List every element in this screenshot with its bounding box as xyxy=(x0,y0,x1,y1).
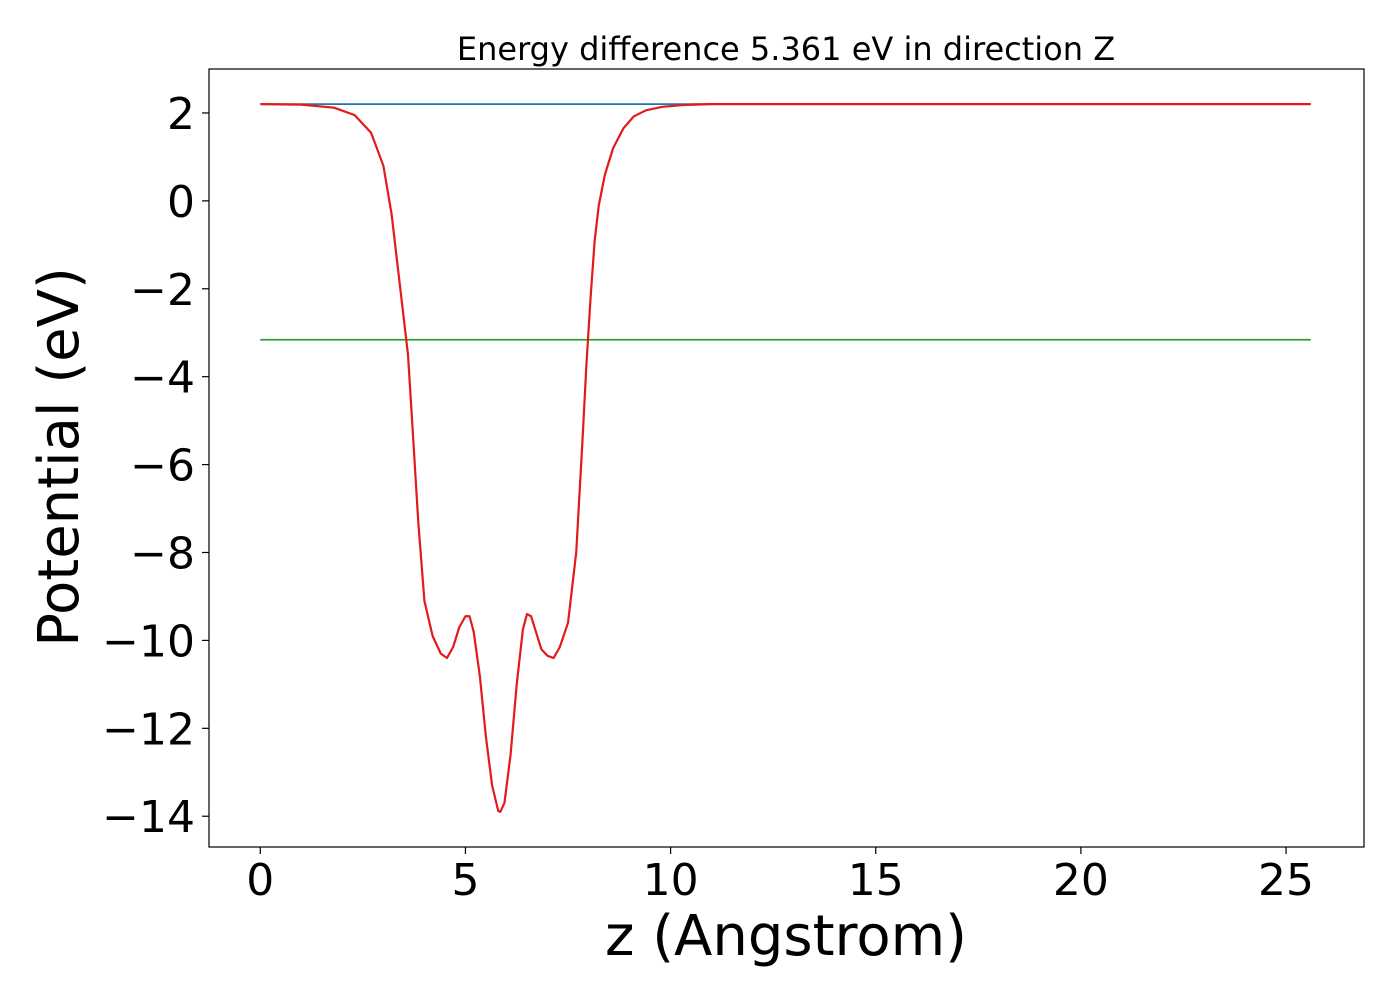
plot-series xyxy=(260,103,1311,813)
x-tick-label: 0 xyxy=(246,855,274,906)
y-tick-label: −12 xyxy=(102,704,195,755)
axes-frame xyxy=(208,68,1365,848)
series-line-3 xyxy=(260,103,1311,813)
x-tick-label: 20 xyxy=(1053,855,1109,906)
y-tick-label: −8 xyxy=(130,529,195,580)
y-axis: 2 0 −2 −4 −6 −8 −10 −12 −14 xyxy=(102,89,209,843)
x-tick-label: 25 xyxy=(1258,855,1314,906)
chart-title: Energy difference 5.361 eV in direction … xyxy=(457,30,1115,68)
y-tick-label: −4 xyxy=(130,353,195,404)
x-axis-label: z (Angstrom) xyxy=(605,904,967,969)
y-tick-label: −6 xyxy=(130,441,195,492)
y-tick-label: −14 xyxy=(102,792,195,843)
y-axis-label: Potential (eV) xyxy=(27,267,92,647)
y-tick-label: −2 xyxy=(130,265,195,316)
y-tick-label: 0 xyxy=(167,177,195,228)
x-tick-label: 5 xyxy=(451,855,479,906)
y-tick-label: 2 xyxy=(167,89,195,140)
x-tick-label: 10 xyxy=(643,855,699,906)
y-tick-label: −10 xyxy=(102,616,195,667)
x-axis: 0 5 10 15 20 25 xyxy=(246,847,1314,906)
x-tick-label: 15 xyxy=(848,855,904,906)
